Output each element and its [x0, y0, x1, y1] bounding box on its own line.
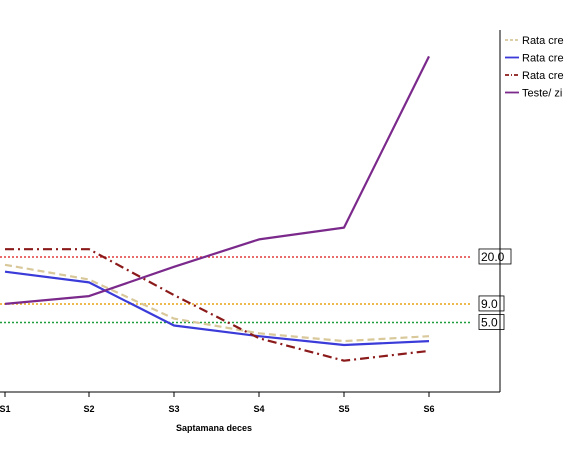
x-tick-label: S5	[338, 404, 349, 414]
reference-label: 5.0	[481, 316, 498, 330]
series-line	[4, 55, 430, 305]
data-series	[4, 55, 430, 362]
legend-label: Rata cre	[522, 70, 564, 82]
x-tick-label: S6	[423, 404, 434, 414]
series-line	[4, 270, 430, 347]
legend: Rata cre Rata cre Rata cre Teste/ zi	[505, 35, 564, 100]
reference-label: 20.0	[481, 250, 505, 264]
reference-label: 9.0	[481, 297, 498, 311]
x-tick-label: S1	[0, 404, 11, 414]
series-line	[5, 248, 430, 362]
reference-label-box	[478, 295, 505, 312]
legend-label: Rata cre	[522, 35, 564, 47]
x-tick-label: S4	[253, 404, 264, 414]
reference-label-box	[478, 314, 505, 330]
x-tick-label: S3	[168, 404, 179, 414]
reference-lines: 20.0 9.0 5.0	[0, 248, 512, 330]
legend-label: Teste/ zi	[522, 88, 562, 100]
x-axis-title: Saptamana deces	[176, 423, 252, 433]
x-axis-ticks: S1 S2 S3 S4 S5 S6	[0, 392, 435, 414]
series-line	[4, 263, 430, 343]
chart-axes	[0, 30, 501, 393]
x-tick-label: S2	[83, 404, 94, 414]
legend-label: Rata cre	[522, 53, 564, 65]
reference-label-box	[478, 248, 512, 265]
